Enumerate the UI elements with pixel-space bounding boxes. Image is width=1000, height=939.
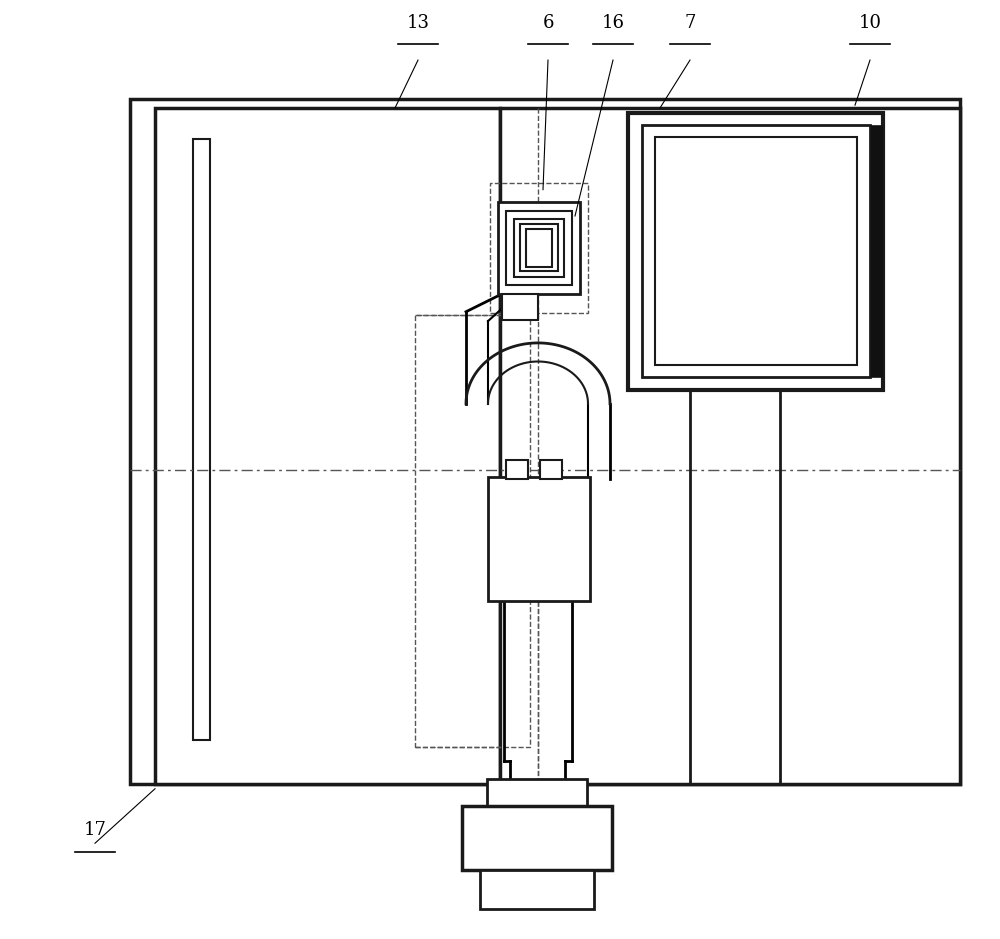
Bar: [415, 315, 530, 747]
Text: 10: 10: [858, 14, 882, 32]
Bar: [500, 108, 960, 784]
Bar: [870, 125, 883, 377]
Bar: [506, 460, 528, 479]
Bar: [628, 113, 883, 390]
Bar: [130, 99, 960, 784]
Bar: [655, 137, 857, 365]
Bar: [462, 806, 612, 870]
Text: 17: 17: [84, 822, 106, 839]
Text: 7: 7: [684, 14, 696, 32]
Bar: [506, 211, 572, 285]
Bar: [490, 183, 588, 313]
Bar: [487, 779, 587, 806]
Bar: [540, 460, 562, 479]
Text: 6: 6: [542, 14, 554, 32]
Bar: [488, 477, 590, 601]
Bar: [514, 219, 564, 277]
Text: 16: 16: [602, 14, 624, 32]
Bar: [155, 108, 500, 784]
Text: 13: 13: [406, 14, 430, 32]
Bar: [526, 229, 552, 267]
Bar: [642, 125, 870, 377]
Bar: [193, 139, 210, 740]
Bar: [480, 870, 594, 909]
Bar: [498, 202, 580, 294]
Bar: [520, 224, 558, 271]
Bar: [502, 294, 538, 320]
